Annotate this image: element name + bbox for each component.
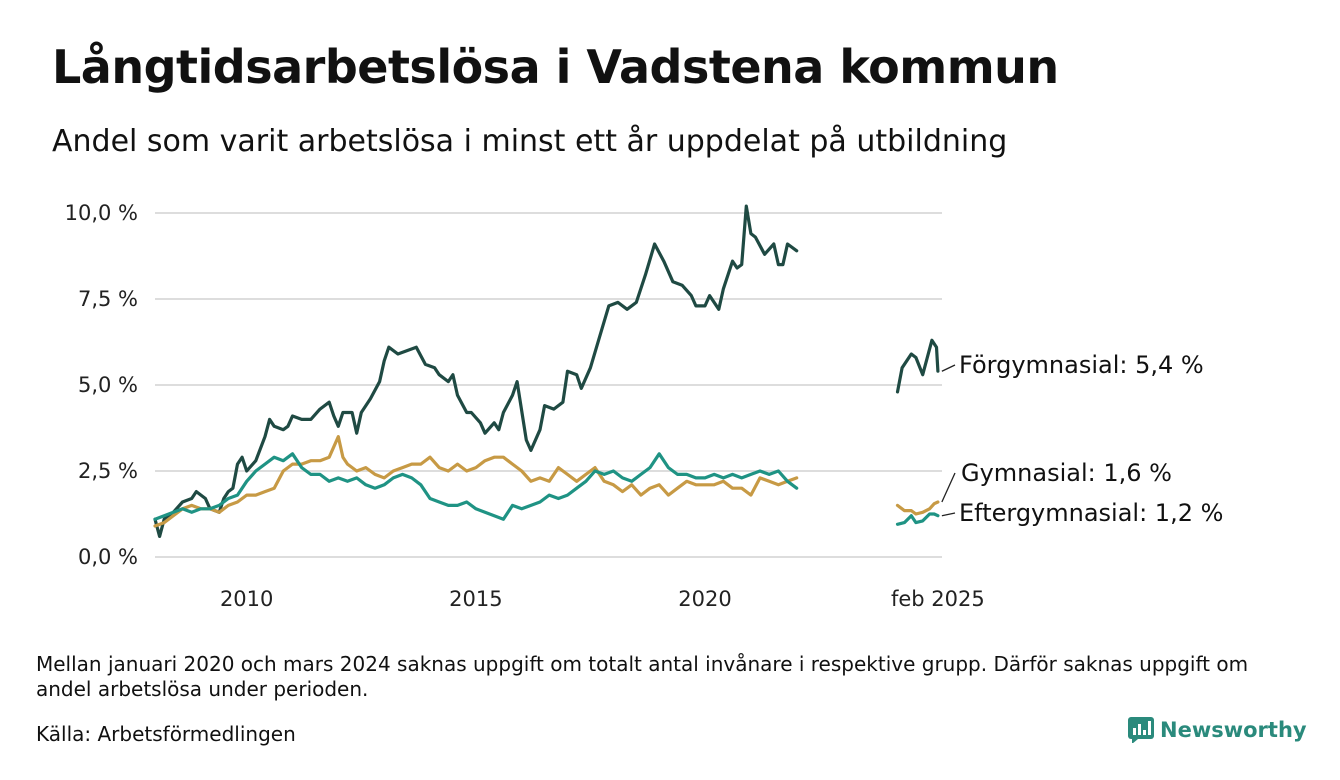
line-chart: 0,0 % 2,5 % 5,0 % 7,5 % 10,0 % 2010 2015 2020 fe… [65, 201, 1224, 611]
y-tick-label: 0,0 % [78, 545, 138, 569]
source-text: Källa: Arbetsförmedlingen [36, 722, 296, 746]
y-tick-label: 10,0 % [65, 201, 138, 225]
end-label-gymnasial: Gymnasial: 1,6 % [961, 459, 1172, 487]
footnote: Mellan januari 2020 och mars 2024 saknas… [36, 652, 1249, 701]
end-label-eftergymnasial: Eftergymnasial: 1,2 % [959, 499, 1223, 527]
series-line-eftergymnasial [153, 452, 799, 521]
newsworthy-logo-icon [1128, 717, 1154, 743]
x-tick-label: feb 2025 [891, 587, 985, 611]
series-line-gymnasial [895, 500, 940, 516]
x-tick-label: 2010 [220, 587, 273, 611]
end-label-förgymnasial: Förgymnasial: 5,4 % [959, 351, 1204, 379]
y-tick-label: 7,5 % [78, 287, 138, 311]
y-tick-label: 5,0 % [78, 373, 138, 397]
series-line-eftergymnasial [895, 512, 940, 526]
end-label-leader [941, 512, 956, 517]
end-label-leader [941, 364, 956, 372]
brand-name: Newsworthy [1160, 718, 1307, 742]
series-line-förgymnasial [895, 338, 940, 394]
series-line-gymnasial [153, 435, 799, 528]
end-label-leader [941, 472, 956, 503]
chart-subtitle: Andel som varit arbetslösa i minst ett å… [52, 124, 1008, 159]
brand-logo: Newsworthy [1128, 717, 1307, 743]
x-tick-label: 2020 [678, 587, 731, 611]
x-tick-label: 2015 [449, 587, 502, 611]
chart-title: Långtidsarbetslösa i Vadstena kommun [52, 40, 1059, 94]
y-tick-label: 2,5 % [78, 459, 138, 483]
series-line-förgymnasial [153, 204, 799, 538]
